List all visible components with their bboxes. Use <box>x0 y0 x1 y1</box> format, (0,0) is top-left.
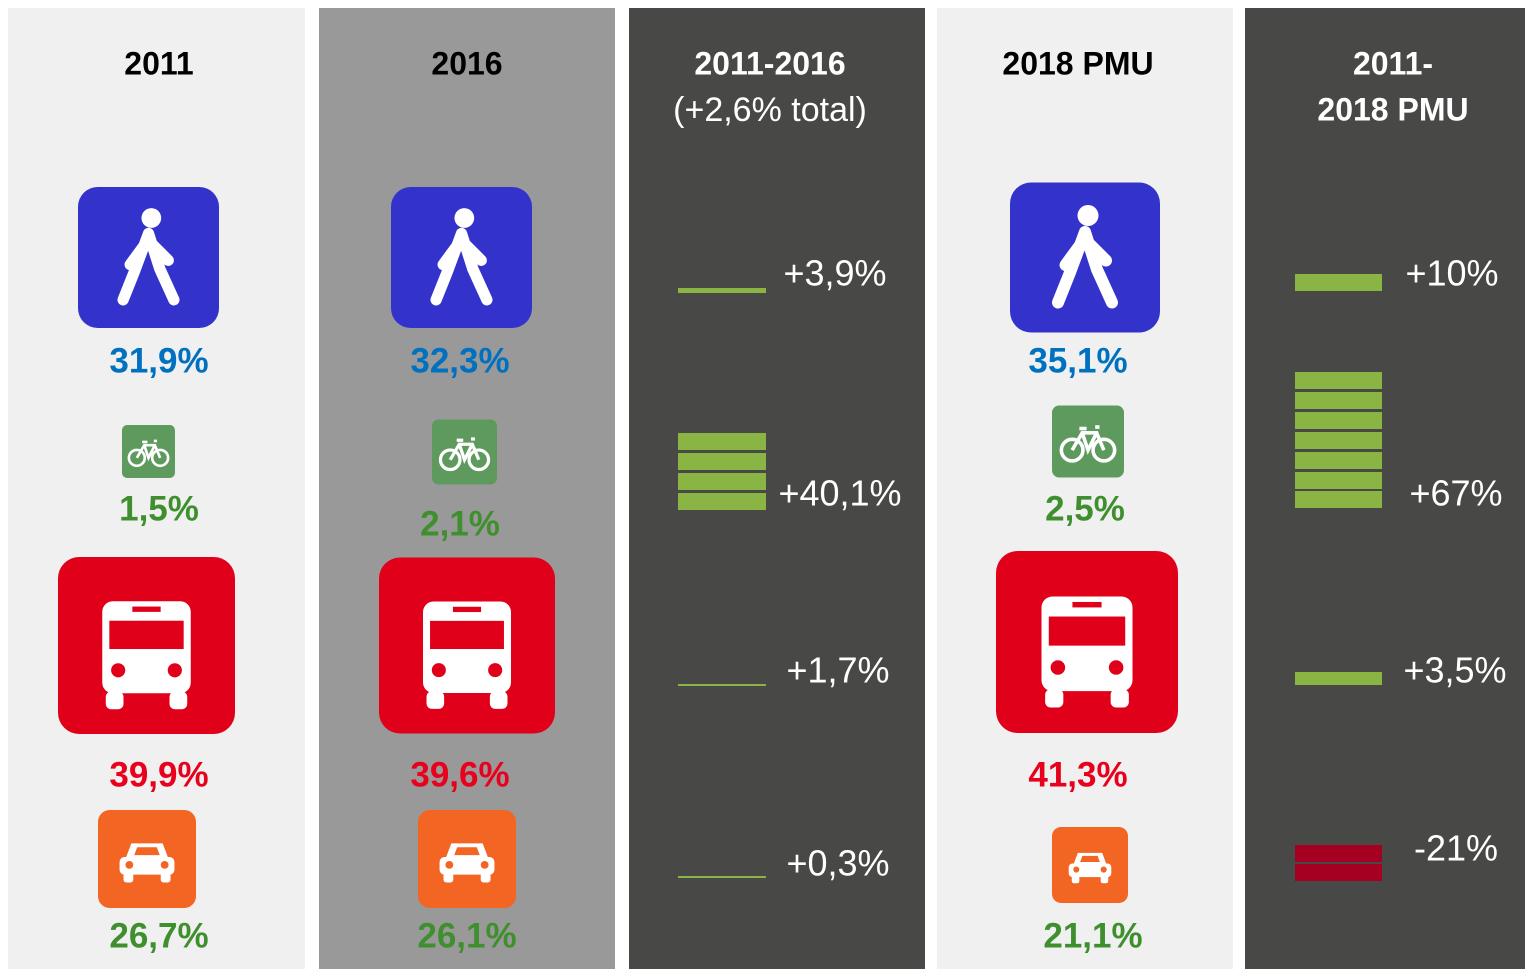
mode-share: 26,1% <box>417 916 516 955</box>
bike-icon <box>122 425 175 478</box>
change-bar <box>1295 845 1382 881</box>
change-bar <box>1295 372 1382 508</box>
change-label: +67% <box>1409 473 1502 514</box>
column-bg <box>319 8 615 969</box>
car-icon <box>418 810 516 908</box>
mode-share: 1,5% <box>119 489 199 528</box>
mode-share: 26,7% <box>109 916 208 955</box>
change-bar <box>1295 672 1382 685</box>
mode-share: 35,1% <box>1028 341 1127 380</box>
mode-share: 39,9% <box>109 755 208 794</box>
column-bg <box>937 8 1233 969</box>
bike-icon <box>1052 405 1124 478</box>
mode-share: 32,3% <box>410 341 509 380</box>
mode-share: 2,5% <box>1045 489 1125 528</box>
walk-icon <box>78 187 219 328</box>
walk-icon <box>1010 183 1160 333</box>
column-title: 2011- <box>1353 45 1433 81</box>
change-bar <box>678 876 766 878</box>
change-label: +1,7% <box>786 650 889 691</box>
change-label: +3,5% <box>1403 650 1506 691</box>
column-title: 2018 PMU <box>1002 45 1153 81</box>
change-bar <box>678 288 766 293</box>
mode-share: 21,1% <box>1043 916 1142 955</box>
change-bar <box>678 433 766 510</box>
bike-icon <box>432 419 497 485</box>
car-icon <box>1052 827 1128 903</box>
column-title: 2018 PMU <box>1317 91 1468 127</box>
mode-share: 2,1% <box>420 504 500 543</box>
column-bg <box>8 8 305 969</box>
mode-share: 41,3% <box>1028 755 1127 794</box>
mode-share: 31,9% <box>109 341 208 380</box>
change-bar <box>1295 274 1382 291</box>
bus-icon <box>996 551 1178 733</box>
column-title: 2011 <box>124 45 193 81</box>
bus-icon <box>58 557 235 734</box>
column-title: 2016 <box>431 45 502 81</box>
change-label: +10% <box>1405 253 1498 294</box>
column-subtitle: (+2,6% total) <box>673 91 867 129</box>
car-icon <box>98 810 196 908</box>
change-label: +0,3% <box>786 843 889 884</box>
column-title: 2011-2016 <box>694 45 845 81</box>
column-bg <box>1245 8 1525 969</box>
mode-share: 39,6% <box>410 755 509 794</box>
change-label: +40,1% <box>778 473 901 514</box>
bus-icon <box>379 557 555 734</box>
change-label: -21% <box>1414 828 1498 869</box>
change-bar <box>678 684 766 686</box>
walk-icon <box>391 187 532 328</box>
change-label: +3,9% <box>783 253 886 294</box>
